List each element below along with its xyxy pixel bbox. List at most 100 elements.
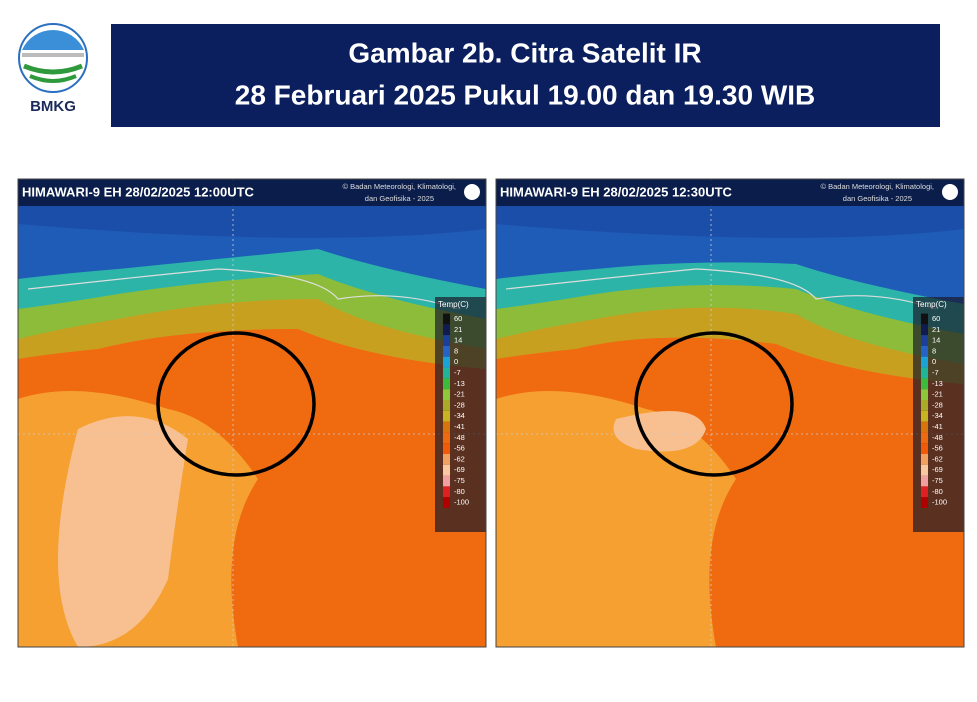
legend-label: -13 [932,379,943,388]
legend-label: -48 [932,433,943,442]
panel-header: HIMAWARI-9 EH 28/02/2025 12:30UTC [500,184,733,199]
legend-label: -34 [932,411,943,420]
legend-label: 8 [932,346,936,355]
bmkg-mini-logo [942,184,958,200]
legend-label: 60 [932,314,940,323]
legend-swatch [921,335,928,346]
legend-swatch [443,389,450,400]
legend-swatch [921,464,928,476]
legend-label: -80 [454,487,465,496]
legend-label: 14 [454,336,462,345]
legend-label: -28 [454,400,465,409]
legend-label: -75 [454,476,465,485]
legend-swatch [921,313,928,325]
legend-swatch [443,410,450,422]
legend-swatch [443,421,450,433]
legend-swatch [443,313,450,325]
legend-label: -100 [454,498,469,507]
legend-label: -80 [932,487,943,496]
satellite-image [496,179,964,647]
legend-swatch [921,400,928,411]
satellite-panel: HIMAWARI-9 EH 28/02/2025 12:00UTC © Badan… [17,178,487,648]
legend-label: 21 [932,325,940,334]
temperature-legend: Temp(C)60211480-7-13-21-28-34-41-48-56-6… [913,297,964,532]
legend-label: -56 [932,444,943,453]
temperature-legend: Temp(C)60211480-7-13-21-28-34-41-48-56-6… [435,297,486,532]
legend-swatch [921,410,928,422]
legend-label: 0 [454,357,458,366]
panel-border [17,178,487,648]
legend-swatch [443,464,450,476]
legend-swatch [921,367,928,379]
title-line: Gambar 2b. Citra Satelit IR [348,37,701,68]
copyright: © Badan Meteorologi, Klimatologi, [820,182,934,191]
legend-swatch [443,346,450,357]
copyright: dan Geofisika - 2025 [843,194,912,203]
legend-swatch [443,475,450,487]
legend-label: -28 [932,400,943,409]
legend-label: -75 [932,476,943,485]
panel-border [495,178,965,648]
legend-label: -69 [932,465,943,474]
legend-swatch [921,421,928,433]
legend-label: -41 [454,422,465,431]
legend-label: 0 [932,357,936,366]
legend-label: -13 [454,379,465,388]
legend-swatch [443,324,450,336]
legend-label: -56 [454,444,465,453]
legend-swatch [443,335,450,346]
legend-swatch [921,356,928,368]
panel-header-bar [496,179,964,206]
legend-swatch [443,497,450,508]
legend-label: -69 [454,465,465,474]
legend-swatch [443,356,450,368]
legend-label: -7 [932,368,939,377]
title-line: 28 Februari 2025 Pukul 19.00 dan 19.30 W… [235,79,816,110]
legend-swatch [921,432,928,444]
highlight-circle [634,331,794,477]
legend-swatch [921,389,928,400]
legend-swatch [443,400,450,411]
legend-title: Temp(C) [438,300,469,309]
legend-label: 60 [454,314,462,323]
legend-label: -48 [454,433,465,442]
legend-swatch [443,367,450,379]
logo-text: BMKG [30,98,76,115]
legend-swatch [443,443,450,454]
legend-label: -41 [932,422,943,431]
legend-swatch [921,497,928,508]
legend-label: 8 [454,346,458,355]
legend-label: -34 [454,411,465,420]
legend-swatch [921,324,928,336]
highlight-circle [156,331,316,477]
legend-swatch [443,486,450,498]
legend-swatch [443,432,450,444]
legend-label: -21 [454,390,465,399]
legend-title: Temp(C) [916,300,947,309]
satellite-panel: HIMAWARI-9 EH 28/02/2025 12:30UTC © Badan… [495,178,965,648]
legend-label: 14 [932,336,940,345]
legend-label: 21 [454,325,462,334]
legend-swatch [443,378,450,390]
copyright: © Badan Meteorologi, Klimatologi, [342,182,456,191]
legend-label: -62 [454,454,465,463]
legend-label: -62 [932,454,943,463]
legend-swatch [921,346,928,357]
legend-swatch [443,454,450,465]
legend-label: -100 [932,498,947,507]
legend-label: -7 [454,368,461,377]
legend-label: -21 [932,390,943,399]
legend-swatch [921,475,928,487]
legend-swatch [921,454,928,465]
panel-header-bar [18,179,486,206]
panel-header: HIMAWARI-9 EH 28/02/2025 12:00UTC [22,184,255,199]
legend-swatch [921,378,928,390]
bmkg-logo: BMKG [18,23,88,115]
copyright: dan Geofisika - 2025 [365,194,434,203]
title-box [111,24,940,127]
legend-swatch [921,486,928,498]
satellite-image [18,179,486,647]
bmkg-mini-logo [464,184,480,200]
legend-swatch [921,443,928,454]
